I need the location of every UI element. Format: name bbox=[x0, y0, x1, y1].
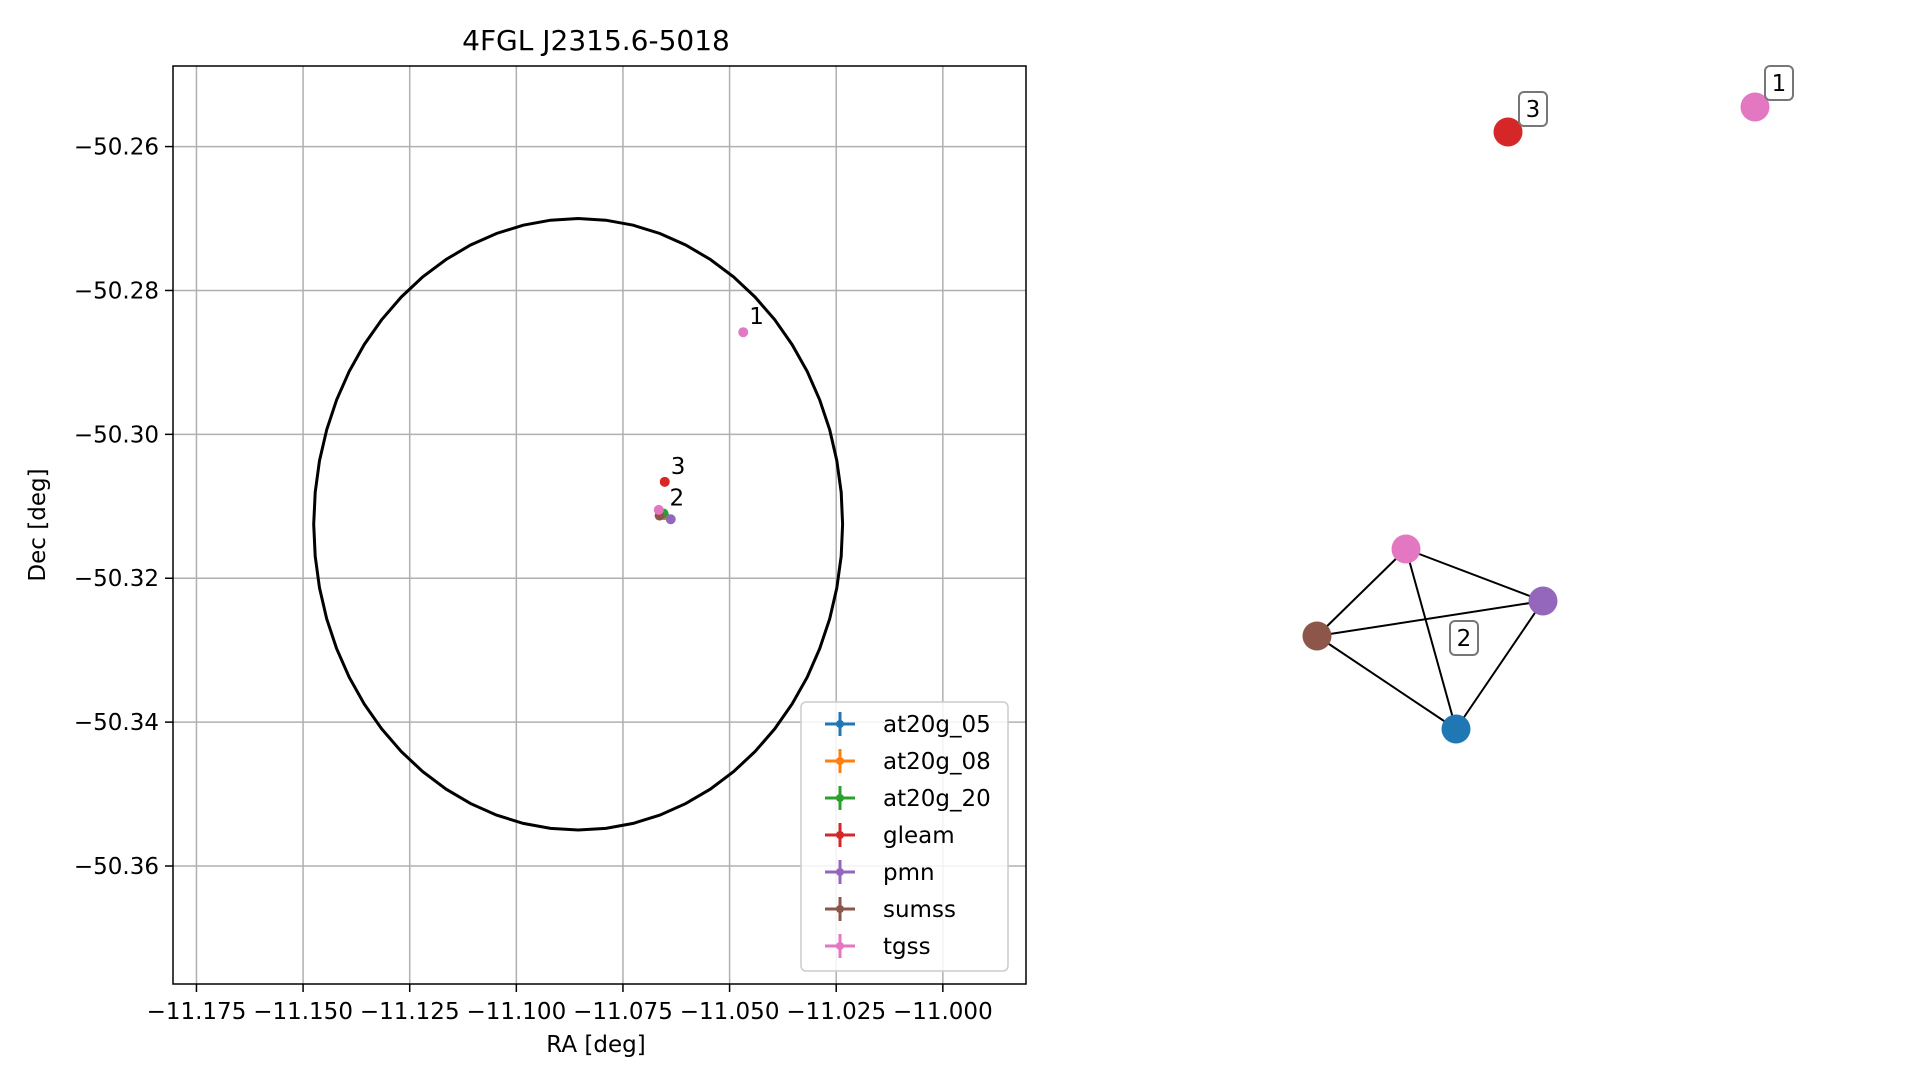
legend-label: gleam bbox=[883, 823, 955, 849]
group-label-frame bbox=[1518, 91, 1548, 127]
legend-label: at20g_08 bbox=[883, 749, 991, 775]
x-tick-label: −11.000 bbox=[893, 999, 993, 1025]
y-tick-label: −50.30 bbox=[74, 422, 159, 448]
data-point-tgss bbox=[653, 504, 664, 515]
graph-node bbox=[1528, 586, 1558, 616]
x-tick-label: −11.075 bbox=[573, 999, 673, 1025]
legend-marker-dot bbox=[836, 831, 844, 839]
legend-box bbox=[800, 701, 1009, 972]
y-tick-label: −50.34 bbox=[74, 710, 159, 736]
legend-marker-dot bbox=[836, 794, 844, 802]
point-label: 3 bbox=[671, 454, 686, 480]
data-point-pmn bbox=[665, 514, 676, 525]
group-label-text: 2 bbox=[1457, 626, 1472, 652]
point-label: 1 bbox=[749, 304, 764, 330]
legend-marker-dot bbox=[836, 720, 844, 728]
legend-label: tgss bbox=[883, 934, 931, 960]
y-tick-label: −50.26 bbox=[74, 135, 159, 161]
legend-entry-at20g_20: at20g_20 bbox=[825, 786, 991, 812]
chart-title: 4FGL J2315.6-5018 bbox=[462, 24, 730, 57]
legend-label: pmn bbox=[883, 860, 935, 886]
graph-edge bbox=[1405, 548, 1457, 730]
legend-marker-dot bbox=[836, 757, 844, 765]
group-label-text: 3 bbox=[1526, 97, 1541, 123]
x-tick-label: −11.150 bbox=[253, 999, 353, 1025]
x-tick-label: −11.125 bbox=[360, 999, 460, 1025]
legend-marker-dot bbox=[836, 942, 844, 950]
x-axis-label: RA [deg] bbox=[546, 1032, 645, 1058]
graph-edge bbox=[1405, 548, 1544, 602]
point-label: 2 bbox=[669, 485, 684, 511]
legend-entry-pmn: pmn bbox=[825, 860, 935, 886]
legend-label: at20g_05 bbox=[883, 712, 991, 738]
group-label-box: 2 bbox=[1449, 620, 1479, 656]
graph-node bbox=[1493, 117, 1523, 147]
graph-group-labels: 1 3 2 bbox=[1449, 65, 1794, 656]
legend-entry-at20g_05: at20g_05 bbox=[825, 712, 991, 738]
plot-frame bbox=[172, 65, 1027, 985]
x-tick-label: −11.175 bbox=[147, 999, 247, 1025]
source-points bbox=[653, 327, 749, 525]
y-axis-label: Dec [deg] bbox=[25, 468, 51, 581]
graph-node bbox=[1441, 714, 1471, 744]
axis-ticks: −11.175 −11.150 −11.125 −11.100 −11.075 −11.0… bbox=[74, 135, 993, 1025]
grid-lines bbox=[173, 66, 1026, 984]
y-tick-label: −50.28 bbox=[74, 278, 159, 304]
group-label-box: 3 bbox=[1518, 91, 1548, 127]
legend-entry-gleam: gleam bbox=[825, 823, 955, 849]
graph-edge bbox=[1316, 548, 1407, 637]
sky-scatter-chart: −11.175 −11.150 −11.125 −11.100 −11.075 −11.0… bbox=[25, 24, 1027, 1058]
graph-edge bbox=[1455, 600, 1544, 730]
graph-node bbox=[1740, 92, 1770, 122]
graph-edge bbox=[1316, 600, 1544, 637]
data-point-tgss bbox=[738, 327, 749, 338]
x-tick-label: −11.025 bbox=[786, 999, 886, 1025]
y-tick-label: −50.36 bbox=[74, 854, 159, 880]
data-point-gleam bbox=[659, 476, 670, 487]
graph-edges bbox=[1316, 548, 1544, 730]
legend-marker-dot bbox=[836, 905, 844, 913]
group-label-frame bbox=[1449, 620, 1479, 656]
uncertainty-ellipse bbox=[312, 216, 845, 832]
legend-label: at20g_20 bbox=[883, 786, 991, 812]
graph-node bbox=[1391, 534, 1421, 564]
legend-marker-dot bbox=[836, 868, 844, 876]
legend-entry-tgss: tgss bbox=[825, 934, 931, 960]
graph-nodes bbox=[1302, 92, 1770, 744]
graph-node bbox=[1302, 621, 1332, 651]
y-tick-label: −50.32 bbox=[74, 566, 159, 592]
graph-edge bbox=[1316, 635, 1457, 730]
x-tick-label: −11.050 bbox=[680, 999, 780, 1025]
point-annotations: 1 3 2 bbox=[669, 304, 763, 511]
group-label-frame bbox=[1764, 65, 1794, 101]
group-label-box: 1 bbox=[1764, 65, 1794, 101]
legend-entry-at20g_08: at20g_08 bbox=[825, 749, 991, 775]
match-graph: 1 3 2 bbox=[1302, 65, 1794, 744]
legend-label: sumss bbox=[883, 897, 956, 923]
group-label-text: 1 bbox=[1772, 71, 1787, 97]
x-tick-label: −11.100 bbox=[466, 999, 566, 1025]
legend-entry-sumss: sumss bbox=[825, 897, 956, 923]
